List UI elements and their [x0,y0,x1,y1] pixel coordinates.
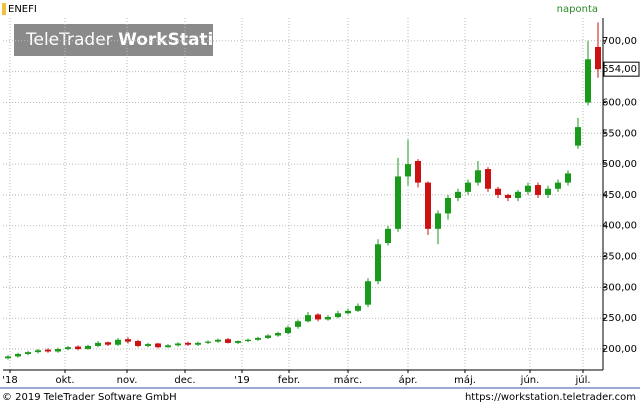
candle-body [405,164,411,177]
candle-body [255,337,261,340]
last-price-box [603,61,640,77]
x-tick-label: jún. [520,374,540,386]
period: naponta [557,4,598,15]
y-tick-label: 350,00 [602,252,637,263]
x-tick-label: ápr. [399,374,418,386]
plot [3,18,603,370]
candle-body [75,346,81,350]
candle-body [555,182,561,189]
candle-body [365,281,371,305]
candle-body [35,350,41,353]
candle-body [525,185,531,192]
candle-body [455,191,461,199]
last-price-label: 654,00 [602,64,637,75]
candle-body [385,228,391,244]
y-tick-label: 600,00 [602,97,637,108]
candle-body [25,352,31,354]
candle-body [235,341,241,343]
candle-body [575,127,581,146]
candle-body [485,169,491,189]
y-tick-label: 700,00 [602,36,637,47]
candle-body [415,161,421,183]
candle-body [45,349,51,352]
candle-body [475,170,481,183]
x-tick-label: nov. [117,375,138,386]
candle-body [55,349,61,352]
watermark: TeleTrader WorkStation [25,30,237,50]
candle-body [265,335,271,338]
candle-body [295,321,301,327]
candle-body [195,342,201,345]
y-tick-label: 500,00 [602,159,637,170]
watermark-light: TeleTrader [25,30,113,50]
candle-body [345,310,351,314]
symbol-flag [2,3,6,15]
candle-body [225,339,231,343]
candle-body [115,339,121,345]
x-tick-label: '18 [2,375,17,386]
y-tick-label: 400,00 [602,221,637,232]
candle-body [215,339,221,342]
candle-body [145,344,151,346]
footer-left: © 2019 TeleTrader Software GmbH [2,392,177,403]
footer-right: https://workstation.teletrader.com [465,392,636,403]
candle-body [135,341,141,346]
x-tick-label: márc. [334,374,362,386]
candle-body [355,305,361,311]
candle-body [95,342,101,346]
candle-body [535,185,541,195]
y-tick-label: 250,00 [602,313,637,324]
candle-body [105,342,111,345]
candle-body [185,342,191,345]
candle-body [305,315,311,322]
y-tick-label: 200,00 [602,344,637,355]
candle-body [175,343,181,346]
candle-body [445,198,451,214]
candle-body [165,345,171,348]
watermark-box [14,24,213,56]
x-tick-label: febr. [278,375,300,386]
candle-body [315,314,321,320]
candle-body [515,191,521,199]
x-tick-label: okt. [55,375,74,386]
candle-body [395,176,401,229]
y-tick-label: 550,00 [602,128,637,139]
candle-body [545,188,551,195]
candle-body [5,356,11,359]
candle-body [585,59,591,103]
candle-body [15,353,21,357]
candle-body [465,182,471,192]
candle-body [375,244,381,282]
candle-body [325,316,331,320]
candle-body [65,347,71,350]
symbol: ENEFI [8,4,37,15]
candle-body [335,313,341,317]
candle-body [495,188,501,195]
x-tick-label: '19 [234,375,249,386]
candle-body [85,345,91,350]
candle-body [435,213,441,229]
candle-body [565,173,571,183]
y-tick-label: 450,00 [602,190,637,201]
candle-body [125,339,131,342]
candle-body [285,327,291,334]
x-tick-label: dec. [174,375,195,386]
candle-body [245,339,251,342]
x-tick-label: júl. [574,374,590,386]
candle-body [275,333,281,336]
candle-body [205,341,211,343]
candle-body [155,343,161,348]
y-tick-label: 300,00 [602,282,637,293]
x-tick-label: máj. [454,374,476,386]
candle-body [595,46,601,70]
candle-body [505,194,511,199]
candle-body [425,182,431,229]
watermark-bold: WorkStation [118,30,237,50]
